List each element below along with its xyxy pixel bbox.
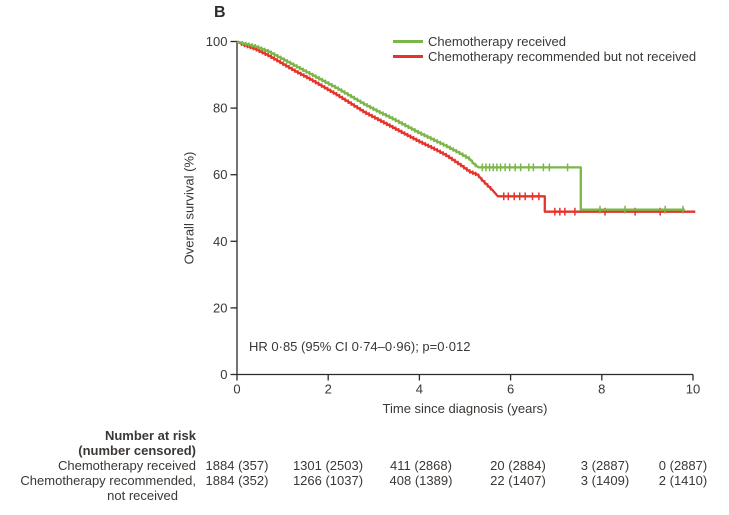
legend: Chemotherapy received Chemotherapy recom… <box>393 34 696 64</box>
survival-curve <box>236 40 685 211</box>
legend-label: Chemotherapy recommended but not receive… <box>428 49 697 64</box>
legend-line-swatch-green <box>393 40 423 43</box>
risk-row-label-chemo-recommended-line2: not received <box>107 488 178 503</box>
risk-value: 1266 (1037) <box>292 473 364 488</box>
y-tick-label: 60 <box>213 167 227 182</box>
risk-row-label-chemo-received: Chemotherapy received <box>57 458 196 473</box>
y-tick-label: 0 <box>220 367 227 382</box>
legend-item-chemo-received: Chemotherapy received <box>393 34 696 49</box>
risk-value: 3 (1409) <box>580 473 630 488</box>
panel-label: B <box>214 4 226 21</box>
risk-table-header-line1: Number at risk <box>104 428 196 443</box>
risk-value: 0 (2887) <box>658 458 708 473</box>
risk-table-header-line2: (number censored) <box>78 443 196 458</box>
risk-value: 1884 (357) <box>205 458 269 473</box>
y-axis-title: Overall survival (%) <box>181 151 197 265</box>
hazard-ratio-annotation: HR 0·85 (95% CI 0·74–0·96); p=0·012 <box>249 339 471 354</box>
risk-value: 411 (2868) <box>390 458 452 473</box>
survival-curve <box>236 40 696 213</box>
risk-value: 3 (2887) <box>580 458 630 473</box>
risk-value: 1301 (2503) <box>292 458 364 473</box>
x-tick-label: 6 <box>507 382 514 397</box>
x-tick-label: 2 <box>325 382 332 397</box>
y-tick-label: 80 <box>213 101 227 116</box>
risk-value: 22 (1407) <box>490 473 546 488</box>
series-chemotherapy-received <box>236 40 685 214</box>
risk-value: 1884 (352) <box>205 473 269 488</box>
series-chemotherapy-recommended-but-not-received <box>236 40 696 216</box>
y-tick-label: 20 <box>213 300 227 315</box>
survival-chart-plot: 0 20 40 60 80 100 0 2 4 6 8 10 <box>206 34 700 397</box>
x-axis-title: Time since diagnosis (years) <box>382 401 548 416</box>
risk-value: 2 (1410) <box>658 473 708 488</box>
y-tick-label: 40 <box>213 234 227 249</box>
risk-row-label-chemo-recommended-line1: Chemotherapy recommended, <box>20 473 196 488</box>
y-tick-label: 100 <box>206 34 228 49</box>
axes: 0 20 40 60 80 100 0 2 4 6 8 10 <box>206 34 700 397</box>
x-tick-label: 8 <box>598 382 605 397</box>
x-tick-label: 10 <box>686 382 700 397</box>
legend-item-chemo-not-received: Chemotherapy recommended but not receive… <box>393 49 696 64</box>
risk-value: 20 (2884) <box>490 458 546 473</box>
x-tick-label: 0 <box>233 382 240 397</box>
legend-line-swatch-red <box>393 55 423 58</box>
legend-label: Chemotherapy received <box>428 34 567 49</box>
x-tick-label: 4 <box>416 382 423 397</box>
risk-value: 408 (1389) <box>389 473 453 488</box>
